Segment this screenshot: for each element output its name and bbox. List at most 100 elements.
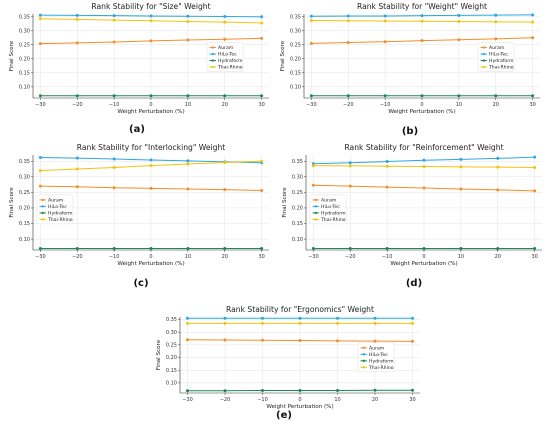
legend-marker bbox=[482, 46, 485, 49]
y-axis-label: Final Score bbox=[9, 187, 15, 218]
legend-box bbox=[357, 342, 395, 373]
data-point bbox=[112, 18, 116, 22]
data-point bbox=[186, 94, 190, 98]
x-tick-label: −30 bbox=[308, 254, 319, 260]
data-point bbox=[298, 316, 302, 320]
y-tick-label: 0.25 bbox=[19, 43, 30, 49]
data-point bbox=[186, 20, 190, 24]
data-point bbox=[346, 19, 350, 23]
y-axis-label: Final Score bbox=[9, 40, 15, 71]
data-point bbox=[223, 316, 227, 320]
legend-label: Hydraform bbox=[218, 58, 243, 64]
legend-marker bbox=[482, 52, 485, 56]
data-point bbox=[494, 13, 498, 17]
data-point bbox=[298, 388, 302, 392]
y-tick-label: 0.20 bbox=[19, 57, 30, 63]
data-point bbox=[75, 17, 79, 21]
y-tick-label: 0.20 bbox=[166, 355, 177, 361]
data-point bbox=[385, 185, 389, 189]
data-point bbox=[112, 157, 116, 161]
y-tick-label: 0.15 bbox=[292, 221, 303, 227]
x-tick-label: −30 bbox=[35, 254, 46, 260]
y-tick-label: 0.25 bbox=[166, 343, 177, 349]
data-point bbox=[112, 14, 116, 18]
x-tick-label: −20 bbox=[72, 102, 83, 108]
x-tick-label: 20 bbox=[222, 254, 228, 260]
data-point bbox=[311, 246, 315, 250]
legend-label: Thai-Rhino bbox=[488, 65, 514, 71]
data-point bbox=[336, 339, 339, 343]
data-point bbox=[533, 189, 537, 193]
data-point bbox=[186, 338, 189, 342]
data-point bbox=[459, 157, 463, 161]
data-point bbox=[346, 14, 350, 18]
chart-panel: −30 −20 −10 0 10 20 30 0.10 0.15 0.20 0.25 0.30 0.35… bbox=[282, 143, 542, 289]
data-point bbox=[149, 158, 153, 162]
data-point bbox=[75, 185, 79, 189]
legend-marker bbox=[41, 198, 44, 202]
y-tick-label: 0.35 bbox=[166, 317, 177, 323]
legend-box bbox=[309, 194, 347, 225]
x-tick-label: −20 bbox=[345, 254, 356, 260]
legend-box bbox=[36, 194, 74, 225]
data-point bbox=[149, 19, 153, 23]
data-point bbox=[348, 164, 352, 168]
chart-title: Rank Stability for "Weight" Weight bbox=[357, 2, 487, 11]
chart-title: Rank Stability for "Ergonomics" Weight bbox=[226, 305, 374, 314]
x-tick-label: 30 bbox=[258, 254, 264, 260]
data-point bbox=[260, 36, 264, 40]
data-point bbox=[261, 338, 264, 342]
legend-marker bbox=[362, 346, 365, 350]
x-tick-label: 20 bbox=[493, 102, 499, 108]
data-point bbox=[261, 316, 264, 320]
data-point bbox=[309, 18, 313, 22]
y-tick-label: 0.20 bbox=[292, 206, 303, 212]
data-point bbox=[385, 246, 389, 250]
data-point bbox=[411, 339, 414, 343]
legend-label: Thai-Rhino bbox=[320, 217, 346, 223]
x-tick-label: 30 bbox=[531, 254, 537, 260]
data-point bbox=[311, 164, 315, 168]
data-point bbox=[346, 41, 350, 45]
data-point bbox=[420, 94, 424, 98]
data-point bbox=[494, 20, 498, 24]
y-tick-label: 0.15 bbox=[290, 71, 301, 77]
data-point bbox=[422, 186, 426, 190]
x-tick-label: 20 bbox=[222, 102, 228, 108]
data-point bbox=[496, 165, 500, 169]
data-point bbox=[459, 165, 463, 169]
chart-title: Rank Stability for "Interlocking" Weight bbox=[77, 143, 226, 152]
data-point bbox=[260, 94, 264, 98]
y-tick-label: 0.30 bbox=[290, 29, 301, 35]
data-point bbox=[75, 156, 79, 160]
chart-title: Rank Stability for "Reinforcement" Weigh… bbox=[344, 143, 503, 152]
data-point bbox=[223, 321, 227, 325]
data-point bbox=[383, 40, 387, 44]
data-point bbox=[373, 388, 377, 392]
data-point bbox=[112, 40, 116, 44]
x-tick-label: 20 bbox=[495, 254, 501, 260]
y-tick-label: 0.20 bbox=[290, 57, 301, 63]
data-point bbox=[38, 94, 42, 98]
data-point bbox=[420, 19, 424, 23]
x-tick-label: 0 bbox=[149, 102, 152, 108]
data-point bbox=[38, 42, 42, 46]
y-tick-label: 0.10 bbox=[19, 237, 30, 243]
x-tick-label: 0 bbox=[298, 397, 301, 403]
data-point bbox=[309, 14, 313, 18]
legend-label: HiLo-Tec bbox=[369, 352, 388, 358]
x-tick-label: 30 bbox=[258, 102, 264, 108]
legend-marker bbox=[314, 211, 317, 215]
data-point bbox=[75, 167, 79, 171]
data-point bbox=[186, 321, 189, 325]
data-point bbox=[336, 388, 339, 392]
y-tick-label: 0.10 bbox=[290, 85, 301, 91]
x-tick-label: 0 bbox=[420, 102, 423, 108]
legend-label: Thai-Rhino bbox=[217, 65, 243, 71]
panel-letter: (d) bbox=[406, 278, 422, 289]
data-point bbox=[459, 246, 463, 250]
y-tick-label: 0.30 bbox=[19, 29, 30, 35]
y-tick-label: 0.35 bbox=[19, 159, 30, 165]
